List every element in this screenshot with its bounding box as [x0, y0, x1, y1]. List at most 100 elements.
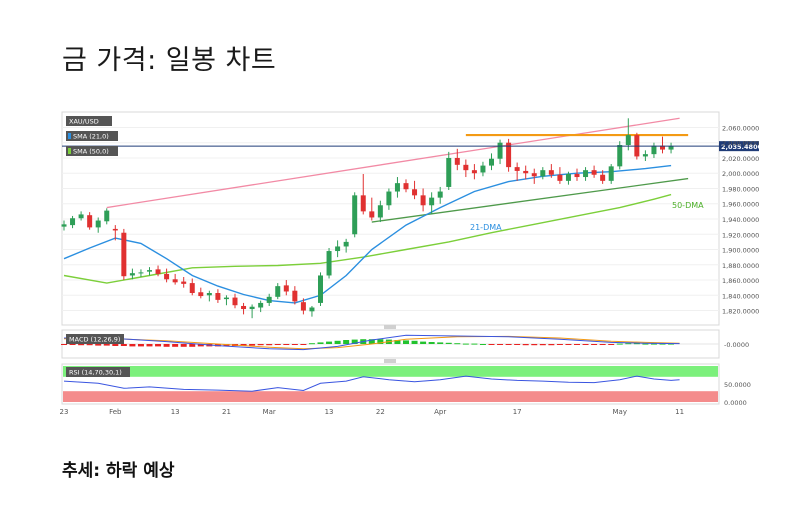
candle-body: [232, 297, 238, 306]
macd-hist-bar: [78, 344, 85, 346]
legend-macd: MACD (12,26,9): [69, 336, 120, 344]
macd-hist-bar: [257, 344, 264, 346]
macd-hist-bar: [505, 344, 512, 345]
y-tick-label: 1,900.0000: [722, 247, 759, 255]
macd-hist-bar: [574, 344, 580, 345]
legend-macd-bg: [66, 334, 124, 344]
macd-hist-bar: [428, 342, 435, 344]
candle-body: [300, 302, 306, 311]
macd-hist-bar: [180, 344, 187, 347]
macd-hist-bar: [197, 344, 204, 347]
legend-sma21-bg: [66, 131, 118, 141]
candle-body: [600, 174, 606, 181]
y-tick-label: 1,960.0000: [722, 201, 759, 209]
rsi-panel: RSI (14,70,30,1) 50.0000 0.0000: [61, 359, 751, 407]
macd-hist-bar: [471, 343, 478, 345]
macd-hist-bar: [608, 344, 615, 345]
macd-hist-bar: [582, 344, 589, 345]
macd-hist-bar: [437, 342, 444, 344]
y-tick-label: 2,060.0000: [722, 124, 759, 132]
y-tick-label: 1,820.0000: [722, 308, 759, 316]
sma50-line: [63, 193, 672, 284]
legend-rsi-bg: [66, 367, 130, 377]
candle-body: [189, 283, 195, 294]
candle-body: [206, 293, 212, 296]
macd-hist-bar: [69, 344, 76, 345]
candle-body: [420, 195, 426, 206]
macd-hist-bar: [411, 340, 418, 344]
candle-body: [164, 273, 170, 280]
legend-sma50-bg: [66, 146, 118, 156]
macd-hist-bar: [300, 344, 307, 345]
candle-body: [506, 142, 512, 168]
macd-hist-bar: [539, 344, 546, 346]
legend-symbol: XAU/USD: [69, 118, 99, 126]
candle-body: [394, 183, 400, 192]
rsi-panel-resize-handle[interactable]: [384, 359, 396, 363]
y-tick-label: 1,880.0000: [722, 262, 759, 270]
x-tick-label: 11: [675, 408, 684, 416]
x-tick-label: 17: [513, 408, 522, 416]
candle-body: [198, 292, 204, 297]
y-tick-label: 1,840.0000: [722, 292, 759, 300]
macd-hist-bar: [394, 340, 401, 344]
candle-body: [454, 157, 460, 165]
macd-hist-bar: [274, 344, 281, 345]
candle-body: [138, 272, 144, 274]
macd-hist-bar: [146, 344, 153, 347]
candle-body: [651, 145, 657, 155]
candle-body: [129, 273, 135, 276]
macd-hist-bar: [95, 344, 102, 346]
macd-hist-bar: [291, 344, 298, 345]
macd-panel-resize-handle[interactable]: [384, 325, 396, 329]
macd-line: [63, 334, 680, 351]
candle-body: [412, 189, 418, 196]
dma21-annotation: 21-DMA: [470, 223, 502, 232]
candle-body: [540, 170, 546, 177]
candle-body: [258, 302, 264, 308]
x-tick-label: Apr: [434, 408, 446, 416]
candle-body: [377, 205, 383, 218]
x-tick-label: May: [613, 408, 627, 416]
macd-hist-bar: [420, 341, 427, 344]
macd-hist-bar: [445, 342, 452, 344]
y-tick-label: 2,000.0000: [722, 170, 759, 178]
macd-hist-bar: [531, 344, 538, 346]
candle-body: [531, 173, 537, 177]
current-price-badge: [719, 141, 759, 152]
macd-hist-bar: [103, 344, 110, 346]
candle-body: [463, 164, 469, 171]
candle-body: [326, 251, 332, 276]
legend-sma21: SMA (21,0): [73, 133, 109, 141]
macd-hist-bar: [548, 344, 555, 346]
macd-hist-bar: [172, 344, 179, 347]
y-tick-label: 1,940.0000: [722, 216, 759, 224]
candle-body: [249, 306, 255, 310]
candle-body: [369, 211, 375, 218]
rsi-line: [63, 375, 680, 392]
macd-hist-bar: [129, 344, 136, 347]
candle-body: [480, 165, 486, 173]
macd-hist-bar: [283, 344, 290, 345]
macd-hist-bar: [454, 343, 461, 345]
candle-body: [557, 174, 563, 181]
legend-sma50: SMA (50,0): [73, 148, 109, 156]
macd-hist-bar: [479, 344, 486, 345]
candle-body: [429, 197, 435, 206]
macd-hist-bar: [488, 344, 495, 345]
trend-caption: 추세: 하락 예상: [62, 461, 175, 481]
x-tick-label: 22: [376, 408, 385, 416]
candle-body: [471, 170, 477, 174]
main-panel: 2,035.4800 2,060.0000 2,040.0000 2,020.000…: [61, 111, 763, 326]
macd-hist-bar: [514, 344, 521, 345]
candle-body: [112, 228, 118, 231]
macd-hist-bar: [642, 343, 649, 345]
macd-hist-bar: [522, 344, 529, 346]
macd-hist-bar: [326, 341, 333, 344]
rsi-oversold-band: [63, 391, 718, 402]
candle-body: [437, 191, 443, 198]
y-tick-label: 2,020.0000: [722, 155, 759, 163]
candle-body: [147, 270, 152, 272]
candle-body: [121, 232, 127, 277]
macd-hist-bar: [591, 344, 598, 345]
